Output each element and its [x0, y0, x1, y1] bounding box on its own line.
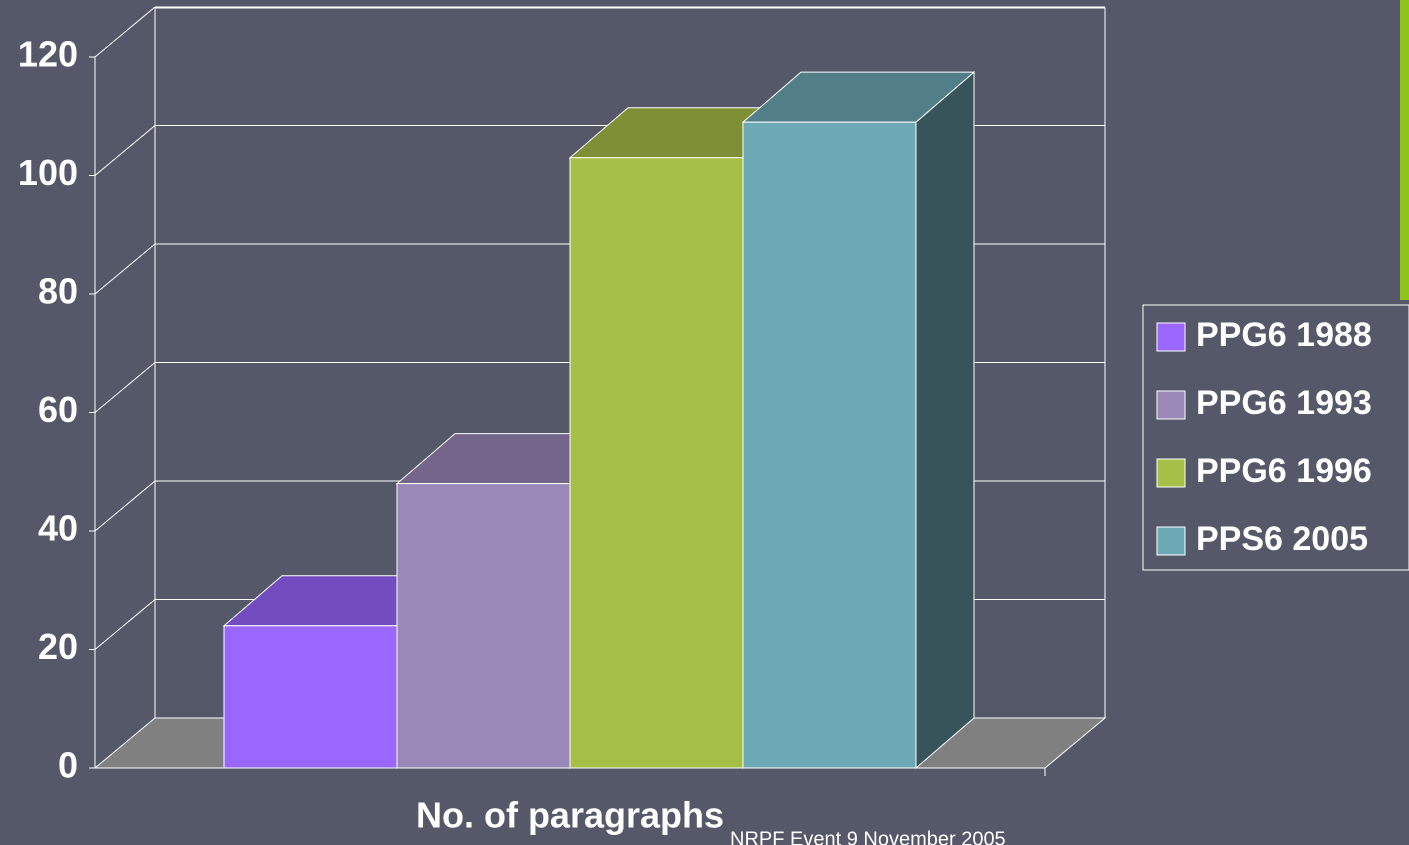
- grid-line: [94, 243, 156, 295]
- legend-label: PPG6 1993: [1196, 384, 1372, 422]
- y-tick-label: 40: [38, 508, 78, 549]
- legend-swatch: [1156, 458, 1186, 488]
- y-tick-label: 120: [18, 34, 78, 75]
- bar: [742, 121, 917, 769]
- grid-line: [94, 599, 156, 650]
- x-category-label: No. of paragraphs: [416, 795, 724, 836]
- legend-label: PPG6 1988: [1196, 316, 1372, 354]
- legend-box: [1142, 304, 1409, 571]
- y-tick-label: 0: [58, 745, 78, 786]
- y-tick-label: 100: [18, 152, 78, 193]
- legend-label: PPG6 1996: [1196, 452, 1372, 490]
- y-tick-label: 80: [38, 271, 78, 312]
- grid-line: [94, 6, 156, 58]
- legend-swatch: [1156, 390, 1186, 420]
- bar: [396, 483, 571, 769]
- legend-label: PPS6 2005: [1196, 520, 1368, 558]
- footer: NRPF Event 9 November 2005: [730, 828, 1006, 845]
- y-tick-label: 20: [38, 626, 78, 667]
- bar: [569, 157, 744, 769]
- grid-line: [94, 125, 156, 176]
- y-tick-label: 60: [38, 389, 78, 430]
- legend-swatch: [1156, 526, 1186, 556]
- grid-line: [94, 362, 156, 413]
- grid-line: [94, 480, 156, 532]
- bar-side: [915, 71, 975, 770]
- legend-swatch: [1156, 322, 1186, 352]
- accent-bar: [1400, 0, 1409, 300]
- bar: [223, 625, 398, 769]
